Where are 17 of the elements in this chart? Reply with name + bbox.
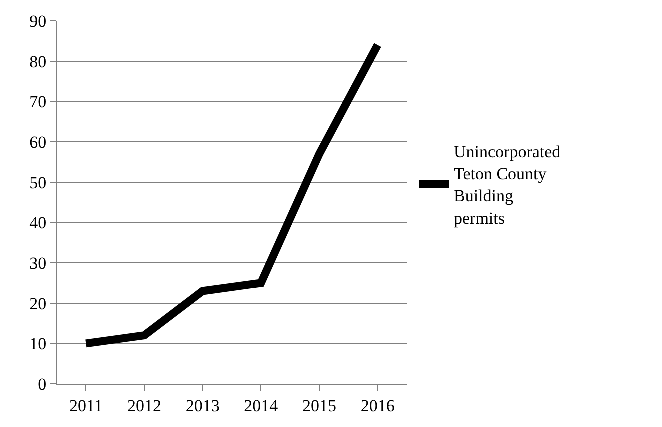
y-tick-label: 10 [30, 334, 47, 354]
x-tick-label: 2016 [360, 396, 395, 416]
y-tick-label: 0 [38, 374, 47, 394]
x-tick-label: 2011 [69, 396, 103, 416]
y-tick-label: 40 [30, 214, 47, 233]
y-tick-label: 30 [30, 254, 47, 273]
x-tick-label: 2013 [186, 396, 220, 416]
x-tick-label: 2012 [128, 396, 162, 416]
y-tick-label: 80 [30, 52, 47, 72]
legend-label: Unincorporated Teton County Building permits [454, 142, 562, 228]
x-tick-label: 2015 [302, 396, 336, 416]
y-tick-label: 70 [30, 92, 47, 112]
y-tick-label: 50 [30, 173, 47, 192]
y-tick-label: 20 [30, 294, 47, 314]
y-tick-label: 60 [30, 132, 47, 152]
x-tick-label: 2014 [244, 396, 279, 416]
y-tick-label: 90 [30, 12, 47, 31]
